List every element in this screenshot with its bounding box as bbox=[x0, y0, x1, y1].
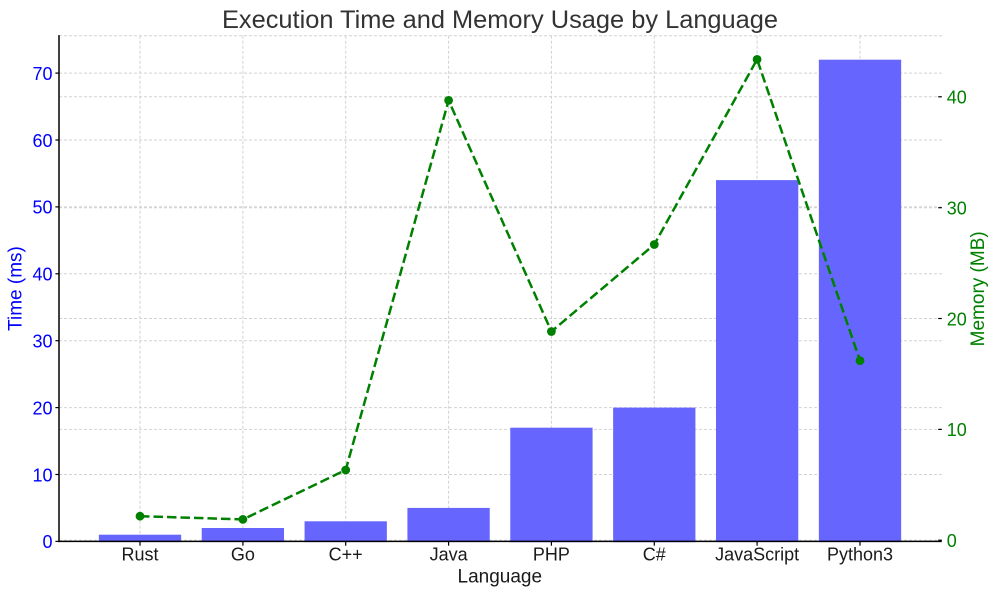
svg-text:Memory (MB): Memory (MB) bbox=[968, 231, 989, 346]
svg-text:0: 0 bbox=[42, 532, 52, 552]
svg-text:C++: C++ bbox=[329, 545, 363, 565]
svg-text:0: 0 bbox=[947, 531, 957, 551]
svg-text:JavaScript: JavaScript bbox=[715, 545, 799, 565]
svg-text:10: 10 bbox=[947, 420, 967, 440]
svg-text:20: 20 bbox=[947, 309, 967, 329]
svg-text:50: 50 bbox=[32, 198, 52, 218]
svg-text:10: 10 bbox=[32, 465, 52, 485]
svg-text:C#: C# bbox=[643, 545, 666, 565]
svg-text:30: 30 bbox=[32, 332, 52, 352]
svg-text:Time (ms): Time (ms) bbox=[6, 246, 27, 331]
svg-text:Java: Java bbox=[430, 545, 469, 565]
svg-text:Go: Go bbox=[231, 545, 255, 565]
svg-text:40: 40 bbox=[947, 88, 967, 108]
svg-text:20: 20 bbox=[32, 398, 52, 418]
svg-text:60: 60 bbox=[32, 131, 52, 151]
svg-text:70: 70 bbox=[32, 64, 52, 84]
svg-text:Execution Time and Memory Usag: Execution Time and Memory Usage by Langu… bbox=[222, 6, 778, 34]
svg-text:30: 30 bbox=[947, 199, 967, 219]
svg-text:Rust: Rust bbox=[121, 545, 158, 565]
svg-text:40: 40 bbox=[32, 265, 52, 285]
svg-text:Python3: Python3 bbox=[827, 545, 893, 565]
svg-text:PHP: PHP bbox=[533, 545, 570, 565]
svg-text:Language: Language bbox=[458, 567, 543, 588]
